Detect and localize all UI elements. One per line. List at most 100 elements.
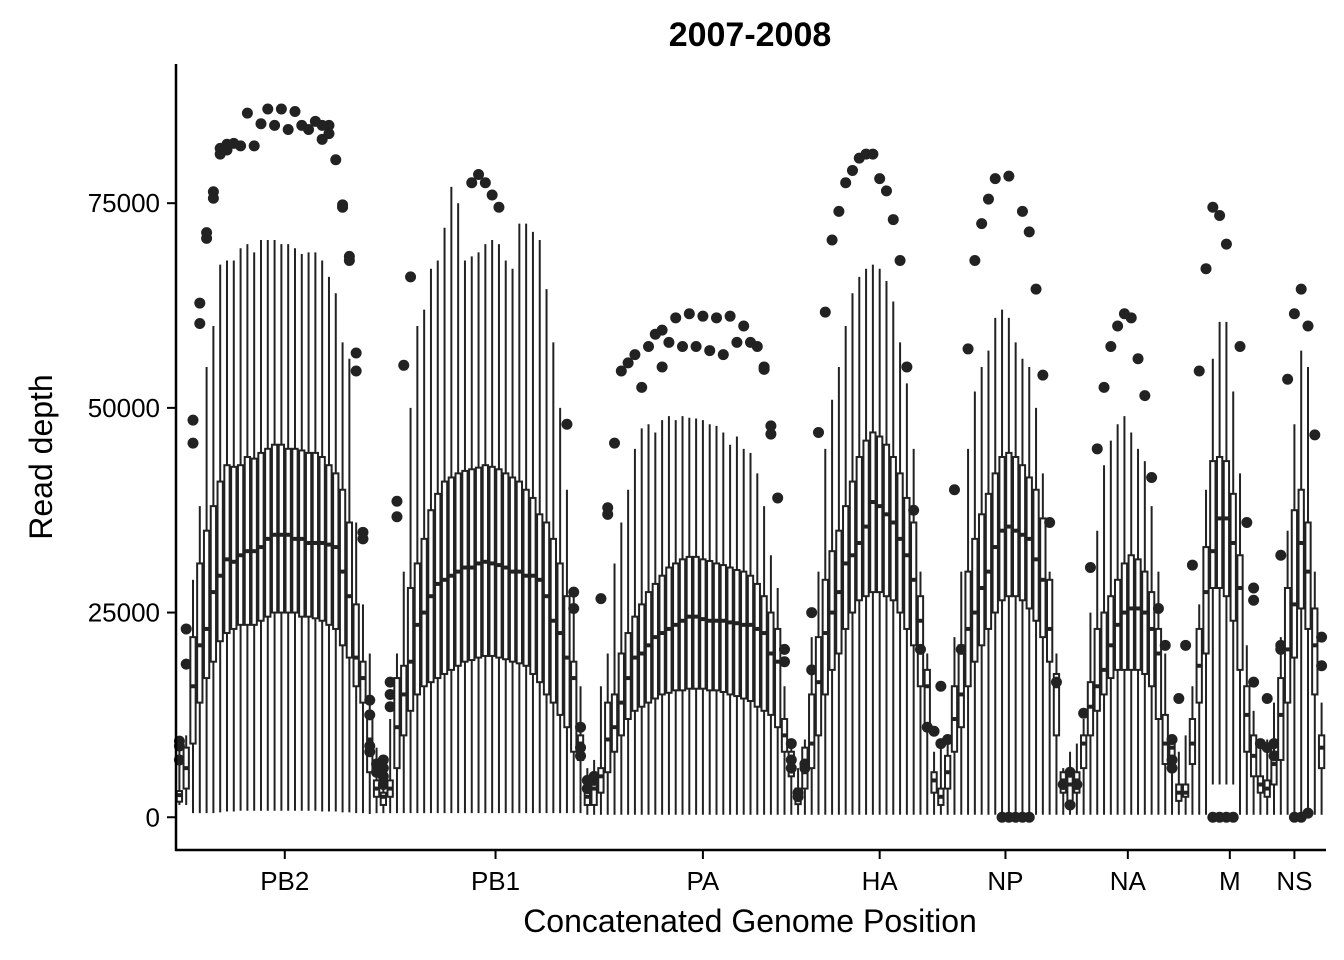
box-plot: [1139, 390, 1151, 815]
segment-pb2: [173, 103, 396, 814]
box: [264, 447, 272, 618]
outlier-point: [636, 381, 648, 393]
box-plot: [976, 218, 988, 815]
x-tick-label-np: NP: [987, 866, 1023, 896]
x-tick-label-ns: NS: [1276, 866, 1312, 896]
box-plot: [350, 347, 362, 814]
outlier-point: [908, 504, 920, 516]
box: [930, 771, 938, 794]
box: [563, 595, 571, 729]
box-plot: [1105, 340, 1117, 815]
outlier-point: [622, 357, 634, 369]
box: [672, 562, 680, 692]
box-plot: [228, 137, 240, 812]
outlier-point: [1159, 639, 1171, 651]
box: [1134, 558, 1142, 671]
box-plot: [447, 186, 456, 814]
outlier-point: [683, 308, 695, 320]
segment-np: [948, 170, 1062, 823]
outlier-point: [1282, 373, 1294, 385]
outlier-point: [1241, 517, 1253, 528]
box-plot: [1241, 517, 1253, 815]
outlier-point: [384, 676, 396, 688]
outlier-point: [255, 118, 267, 130]
box-plot: [1078, 707, 1090, 815]
outlier-point: [575, 742, 587, 754]
outlier-point: [751, 340, 763, 352]
box-plot: [556, 407, 564, 814]
box: [678, 558, 687, 692]
box-plot: [595, 593, 607, 815]
outlier-point: [275, 103, 287, 115]
box: [393, 677, 401, 770]
box: [876, 435, 884, 594]
box: [828, 550, 836, 671]
outlier-point: [1112, 320, 1124, 332]
box-plot: [221, 138, 233, 812]
outlier-point: [323, 128, 335, 140]
box-plot: [1010, 342, 1022, 823]
outlier-point: [1023, 811, 1035, 823]
outlier-point: [955, 643, 967, 655]
x-axis-ticks: PB2 PB1 PA HA NP NA M NS: [260, 850, 1312, 896]
box-plot: [656, 324, 668, 815]
outlier-point: [1166, 754, 1178, 766]
box-plot: [649, 328, 661, 815]
box: [1045, 578, 1054, 663]
box-plot: [1207, 201, 1219, 823]
box-plot: [466, 177, 478, 814]
box: [610, 693, 619, 753]
outlier-point: [466, 177, 478, 189]
box-plot: [323, 119, 335, 812]
outlier-point: [928, 725, 940, 737]
box-plot: [282, 124, 294, 811]
outlier-point: [568, 602, 580, 614]
box: [1317, 734, 1326, 770]
box: [291, 447, 299, 614]
outlier-point: [1248, 676, 1260, 688]
box: [196, 562, 204, 704]
chart-title: 2007-2008: [669, 16, 832, 54]
box-plot: [269, 119, 281, 811]
box-plot: [255, 118, 267, 811]
box-plot: [1098, 381, 1110, 815]
outlier-point: [1016, 205, 1028, 217]
outlier-point: [643, 340, 655, 352]
box: [1311, 607, 1319, 696]
outlier-point: [731, 336, 743, 348]
box: [767, 611, 775, 716]
segment-ha: [806, 148, 954, 815]
x-tick-label-pb2: PB2: [260, 866, 309, 896]
box: [277, 443, 286, 614]
outlier-point: [1139, 390, 1151, 402]
box: [706, 559, 714, 692]
box: [522, 488, 530, 667]
box-plot: [1248, 582, 1260, 815]
box-plot: [1112, 320, 1124, 815]
outlier-point: [962, 343, 974, 355]
outlier-point: [806, 664, 818, 676]
outlier-point: [690, 340, 702, 352]
outlier-point: [914, 643, 926, 655]
outlier-point: [364, 709, 376, 721]
box: [896, 472, 904, 614]
y-tick-label: 0: [146, 802, 160, 832]
box-plot: [1084, 562, 1096, 815]
outlier-point: [1214, 209, 1226, 221]
box-plot: [357, 526, 369, 814]
outlier-point: [778, 656, 790, 668]
box: [814, 636, 823, 737]
box: [957, 644, 965, 729]
box-plot: [731, 336, 743, 815]
box: [916, 595, 925, 688]
box: [1304, 521, 1312, 630]
box-plot: [473, 169, 485, 814]
box: [1154, 627, 1163, 720]
box: [685, 555, 693, 690]
outlier-point: [1220, 238, 1232, 250]
outlier-point: [303, 124, 315, 135]
outlier-point: [1268, 750, 1280, 762]
outlier-point: [935, 680, 947, 692]
outlier-point: [473, 169, 485, 181]
